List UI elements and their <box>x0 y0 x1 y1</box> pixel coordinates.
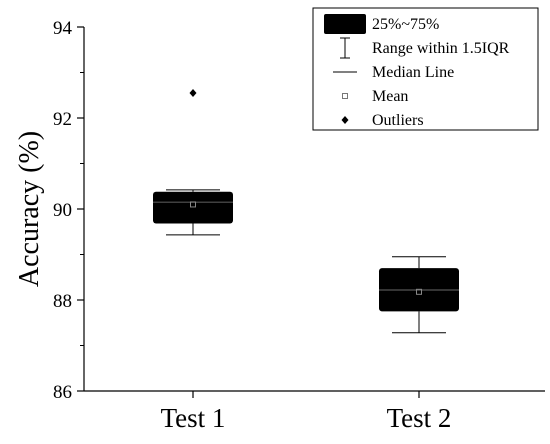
legend-label: Range within 1.5IQR <box>372 40 510 57</box>
legend-label: 25%~75% <box>372 16 439 33</box>
mean-marker <box>190 201 196 208</box>
y-tick-label: 86 <box>53 382 72 403</box>
y-tick-label: 88 <box>53 291 72 312</box>
outlier-point <box>189 88 197 97</box>
iqr-box <box>153 191 233 224</box>
legend-label: Median Line <box>372 64 454 81</box>
mean-marker <box>416 288 422 295</box>
x-category-label: Test 1 <box>161 403 226 433</box>
legend-outlier-symbol <box>341 116 349 124</box>
legend-label: Mean <box>372 88 408 105</box>
x-category-label: Test 2 <box>387 403 452 433</box>
y-tick-label: 94 <box>53 18 73 39</box>
axes: 86 88 90 92 94 Test 1 Test 2 <box>53 18 545 433</box>
y-tick-label: 90 <box>53 200 72 221</box>
y-tick-label: 92 <box>53 109 72 130</box>
legend: 25%~75% Range within 1.5IQR Median Line Mea… <box>312 7 539 131</box>
legend-box-symbol <box>324 14 366 34</box>
plot-area <box>153 88 459 334</box>
y-axis-title: Accuracy (%) <box>14 131 45 287</box>
legend-mean-symbol <box>342 93 348 99</box>
legend-label: Outliers <box>372 112 424 129</box>
